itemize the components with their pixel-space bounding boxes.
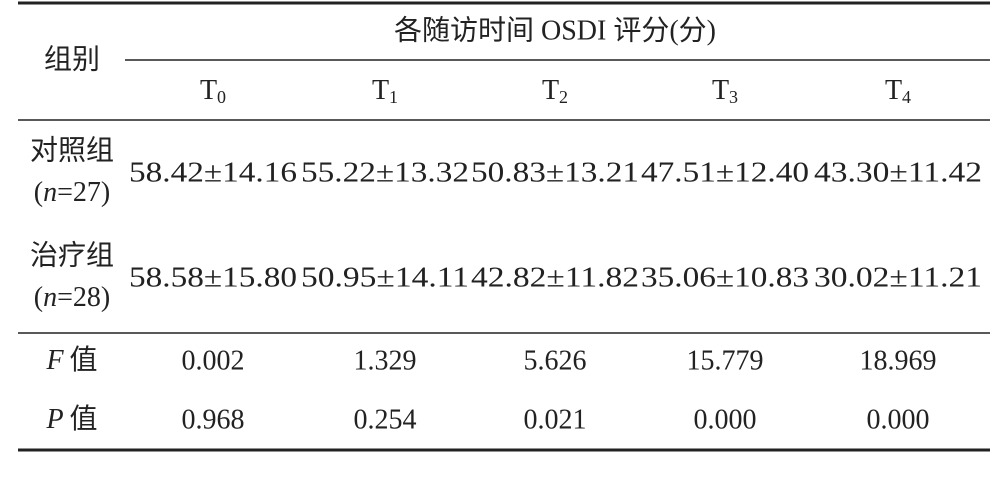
stat-word: 值 — [70, 344, 98, 376]
sample-part: n — [43, 177, 57, 208]
column-sub: 3 — [729, 87, 738, 107]
cell: 42.82±11.82 — [471, 262, 639, 293]
sample-part: ( — [34, 177, 43, 208]
sample-part: =27) — [57, 177, 110, 208]
cell: 43.30±11.42 — [814, 157, 982, 188]
column-sub: 1 — [389, 87, 398, 107]
group-sample: (n=27) — [34, 177, 110, 208]
group-sample: (n=28) — [34, 282, 110, 313]
cell: 0.254 — [354, 404, 417, 435]
column-main: T — [542, 75, 559, 106]
cell: 55.22±13.32 — [301, 157, 469, 188]
column-main: T — [885, 75, 902, 106]
sample-part: =28) — [57, 282, 110, 313]
column-header: T4 — [885, 75, 911, 107]
cell: 0.000 — [694, 404, 757, 435]
cell: 0.002 — [182, 345, 245, 376]
column-main: T — [372, 75, 389, 106]
column-main: T — [712, 75, 729, 106]
cell: 1.329 — [354, 345, 417, 376]
cell: 0.000 — [867, 404, 930, 435]
cell: 58.42±14.16 — [129, 157, 297, 188]
cell: 30.02±11.21 — [814, 262, 982, 293]
cell: 58.58±15.80 — [129, 262, 297, 293]
column-header: T1 — [372, 75, 398, 107]
column-sub: 2 — [559, 87, 568, 107]
column-main: T — [200, 75, 217, 106]
cell: 50.83±13.21 — [471, 157, 639, 188]
cell: 0.021 — [524, 404, 587, 435]
stat-word: 值 — [70, 403, 98, 435]
cell: 0.968 — [182, 404, 245, 435]
column-header: T2 — [542, 75, 568, 107]
group-name: 对照组 — [30, 134, 114, 166]
column-sub: 4 — [902, 87, 911, 107]
cell: 47.51±12.40 — [641, 157, 809, 188]
column-header: T0 — [200, 75, 226, 107]
cell: 5.626 — [524, 345, 587, 376]
column-sub: 0 — [217, 87, 226, 107]
cell: 15.779 — [687, 345, 764, 376]
stat-symbol: F — [45, 345, 64, 376]
cell: 18.969 — [860, 345, 937, 376]
cell: 35.06±10.83 — [641, 262, 809, 293]
cell: 50.95±14.11 — [301, 262, 469, 293]
sample-part: n — [43, 282, 57, 313]
column-header: T3 — [712, 75, 738, 107]
group-header: 各随访时间 OSDI 评分(分) — [394, 14, 716, 46]
stat-symbol: P — [45, 404, 63, 435]
row-header: 组别 — [44, 43, 100, 75]
group-name: 治疗组 — [30, 239, 114, 271]
sample-part: ( — [34, 282, 43, 313]
